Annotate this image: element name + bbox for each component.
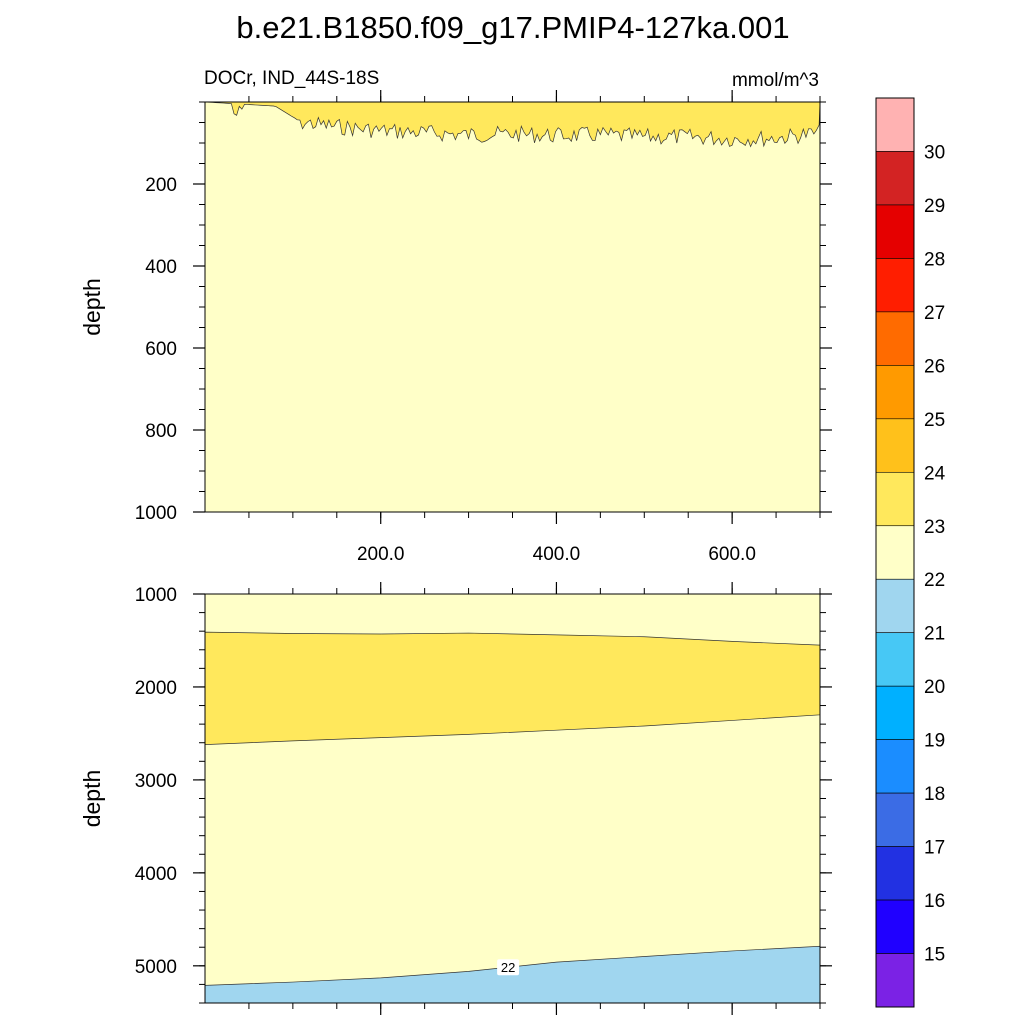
- chart-subtitle-left: DOCr, IND_44S-18S: [204, 68, 379, 89]
- colorbar-label: 30: [924, 142, 945, 163]
- y-tick-label: 800: [145, 421, 177, 442]
- x-tick-label: 400.0: [533, 544, 581, 565]
- colorbar-box: [875, 151, 915, 206]
- chart-title: b.e21.B1850.f09_g17.PMIP4-127ka.001: [236, 10, 789, 45]
- colorbar-box: [875, 204, 915, 259]
- colorbar-label: 17: [924, 838, 945, 859]
- colorbar-label: 24: [924, 463, 946, 484]
- upper-panel: 200 400 600 800 1000 200.0 400.0 600.0 depth: [79, 90, 832, 565]
- colorbar-box: [875, 953, 915, 1008]
- y-axis-label: depth: [79, 278, 105, 336]
- colorbar-label: 23: [924, 517, 945, 538]
- colorbar-box: [875, 632, 915, 687]
- contour-label: 22: [501, 960, 515, 975]
- colorbar-box: [875, 418, 915, 473]
- y-tick-label: 3000: [135, 771, 177, 792]
- x-tick-label: 200.0: [357, 544, 405, 565]
- colorbar-label: 15: [924, 945, 945, 966]
- y-tick-label: 1000: [135, 585, 177, 606]
- x-tick-label: 600.0: [708, 544, 756, 565]
- colorbar: 30 29 28 27 26 25 24 23 22 21 20 19 18 17 16 15: [875, 97, 946, 1008]
- colorbar-label: 21: [924, 624, 945, 645]
- colorbar-box: [875, 739, 915, 794]
- chart-subtitle-right: mmol/m^3: [732, 70, 819, 91]
- plot-background: [205, 102, 820, 512]
- colorbar-label: 25: [924, 410, 945, 431]
- colorbar-box: [875, 525, 915, 580]
- colorbar-box: [875, 311, 915, 366]
- y-tick-label: 400: [145, 257, 177, 278]
- colorbar-box: [875, 792, 915, 847]
- y-tick-label: 4000: [135, 864, 177, 885]
- colorbar-label: 28: [924, 249, 945, 270]
- y-tick-label: 5000: [135, 957, 177, 978]
- colorbar-box: [875, 685, 915, 740]
- y-tick-label: 2000: [135, 678, 177, 699]
- y-tick-label: 1000: [135, 503, 177, 524]
- colorbar-box: [875, 97, 915, 152]
- contour-23-surface: [204, 101, 821, 148]
- colorbar-box: [875, 578, 915, 634]
- colorbar-label: 26: [924, 356, 945, 377]
- y-tick-label: 200: [145, 175, 177, 196]
- colorbar-box: [875, 846, 915, 901]
- colorbar-frame: [875, 97, 915, 1008]
- colorbar-label: 19: [924, 731, 945, 752]
- colorbar-box: [875, 365, 915, 420]
- colorbar-label: 27: [924, 303, 945, 324]
- y-tick-label: 600: [145, 339, 177, 360]
- colorbar-label: 16: [924, 891, 945, 912]
- colorbar-label: 20: [924, 677, 945, 698]
- colorbar-box: [875, 258, 915, 313]
- y-axis-label: depth: [79, 770, 105, 828]
- colorbar-label: 29: [924, 196, 945, 217]
- lower-panel: 22 1000 2000 3000 4000 5000 depth: [79, 582, 832, 1015]
- colorbar-box: [875, 899, 915, 954]
- contour-label-box: [497, 959, 520, 976]
- colorbar-label: 22: [924, 570, 945, 591]
- colorbar-label: 18: [924, 784, 945, 805]
- colorbar-box: [875, 471, 915, 527]
